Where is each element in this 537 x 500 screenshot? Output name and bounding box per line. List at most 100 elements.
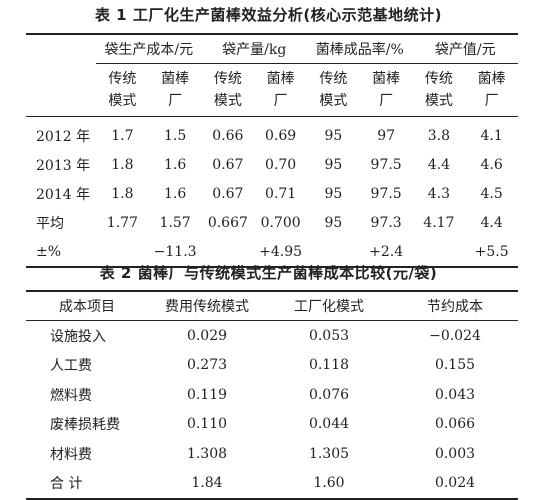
data-cell: 1.84 (191, 475, 223, 492)
data-cell: 0.71 (265, 185, 297, 202)
table-row: 2012 年 1.7 1.5 0.66 0.69 95 97 3.8 4.1 (26, 117, 518, 151)
sub-header-line: 模式 (213, 93, 242, 109)
table2-header-row: 成本项目 费用传统模式 工厂化模式 节约成本 (26, 291, 518, 321)
data-cell: 1.6 (163, 185, 187, 202)
data-cell: 0.024 (434, 475, 476, 492)
data-cell: 95 (324, 156, 343, 173)
table-row: 合 计 1.84 1.60 0.024 (26, 469, 518, 500)
data-cell: 0.70 (265, 156, 297, 173)
sub-header-line: 传统 (108, 71, 137, 87)
sub-header-line: 菌棒 (266, 71, 295, 87)
data-cell: 1.5 (163, 127, 187, 144)
cost-comparison-table: 成本项目 费用传统模式 工厂化模式 节约成本 设施投入 0.029 0.053 −0.… (26, 290, 518, 500)
row-label: 2012 年 (36, 128, 91, 145)
sub-header-line: 厂 (379, 93, 394, 109)
sub-header-line: 菌棒 (477, 71, 506, 87)
data-cell: 0.003 (434, 445, 476, 462)
sub-header-traditional: 传统 模式 (201, 63, 255, 117)
data-cell: 1.6 (163, 156, 187, 173)
data-cell: −0.024 (429, 327, 481, 344)
data-cell: 0.029 (186, 327, 228, 344)
sub-header-line: 传统 (213, 71, 242, 87)
header-factory: 工厂化模式 (266, 291, 392, 321)
data-cell: 0.700 (260, 214, 301, 231)
data-cell: 1.305 (308, 445, 350, 462)
header-cost-item: 成本项目 (26, 291, 148, 321)
data-cell: 97.5 (370, 185, 402, 202)
data-cell: +4.95 (259, 243, 303, 260)
data-cell: 1.8 (111, 156, 134, 173)
sub-header-factory: 菌棒厂 (148, 63, 202, 117)
table-row: 废棒损耗费 0.110 0.044 0.066 (26, 410, 518, 440)
data-cell: 0.67 (212, 185, 244, 202)
sub-corner-cell (26, 63, 96, 117)
data-cell: 0.66 (212, 127, 244, 144)
sub-header-factory: 菌棒厂 (254, 63, 307, 117)
data-cell: 4.17 (423, 214, 455, 231)
data-cell: 0.667 (207, 214, 248, 231)
data-cell: 0.110 (186, 416, 228, 433)
row-label: 2014 年 (36, 186, 91, 203)
group-header-cost: 袋生产成本/元 (96, 34, 202, 64)
data-cell: 0.053 (308, 327, 350, 344)
data-cell: 95 (324, 214, 343, 231)
sub-header-factory: 菌棒厂 (465, 63, 518, 117)
sub-header-traditional: 传统 模式 (412, 63, 466, 117)
table-row: 材料费 1.308 1.305 0.003 (26, 439, 518, 469)
table-row: 平均 1.77 1.57 0.667 0.700 95 97.3 4.17 4.4 (26, 208, 518, 237)
sub-header-line: 传统 (319, 71, 348, 87)
table2-caption: 表 2 菌棒厂与传统模式生产菌棒成本比较(元/袋) (99, 264, 438, 282)
table-row: 2013 年 1.8 1.6 0.67 0.70 95 97.5 4.4 4.6 (26, 150, 518, 179)
data-cell: 0.066 (434, 416, 476, 433)
data-cell: 0.273 (186, 357, 228, 374)
cost-item-label: 废棒损耗费 (50, 417, 120, 434)
data-cell: 1.308 (186, 445, 228, 462)
row-label: 2013 年 (36, 157, 91, 174)
sub-header-line: 模式 (319, 93, 348, 109)
data-cell: 1.77 (106, 214, 138, 231)
sub-header-line: 菌棒 (161, 71, 190, 87)
sub-header-line: 厂 (273, 93, 288, 109)
row-label: 平均 (36, 215, 64, 232)
data-cell: +5.5 (474, 243, 509, 260)
data-cell: 1.60 (313, 475, 345, 492)
cost-item-label: 燃料费 (50, 387, 92, 404)
data-cell: 0.155 (434, 357, 476, 374)
data-cell: 97.5 (370, 156, 402, 173)
table-row: ±% −11.3 +4.95 +2.4 +5.5 (26, 237, 518, 267)
sub-header-line: 厂 (168, 93, 183, 109)
table1-caption: 表 1 工厂化生产菌棒效益分析(核心示范基地统计) (94, 6, 443, 24)
cost-item-label: 设施投入 (50, 328, 106, 345)
sub-header-line: 模式 (108, 93, 137, 109)
data-cell: 0.69 (265, 127, 297, 144)
data-cell: 1.57 (159, 214, 191, 231)
data-cell: −11.3 (153, 243, 197, 260)
corner-cell (26, 34, 96, 64)
data-cell: 97 (377, 127, 396, 144)
sub-header-line: 传统 (424, 71, 453, 87)
data-cell: 4.6 (480, 156, 503, 173)
header-traditional: 费用传统模式 (148, 291, 266, 321)
data-cell: 3.8 (427, 127, 450, 144)
sub-header-line: 模式 (424, 93, 453, 109)
data-cell: +2.4 (369, 243, 404, 260)
data-cell: 0.119 (186, 386, 228, 403)
sub-header-traditional: 传统 模式 (307, 63, 360, 117)
data-cell: 4.4 (480, 214, 503, 231)
table-row: 2014 年 1.8 1.6 0.67 0.71 95 97.5 4.3 4.5 (26, 179, 518, 208)
row-label: ±% (36, 243, 62, 260)
data-cell: 4.5 (480, 185, 503, 202)
data-cell: 95 (324, 185, 343, 202)
table-row: 人工费 0.273 0.118 0.155 (26, 351, 518, 381)
data-cell: 0.043 (434, 386, 476, 403)
group-header-row: 袋生产成本/元 袋产量/kg 菌棒成品率/% 袋产值/元 (26, 34, 518, 64)
group-header-rate: 菌棒成品率/% (307, 34, 413, 64)
cost-item-label: 材料费 (50, 446, 92, 463)
table-row: 燃料费 0.119 0.076 0.043 (26, 380, 518, 410)
data-cell: 0.076 (308, 386, 350, 403)
sub-header-factory: 菌棒厂 (359, 63, 413, 117)
group-header-value: 袋产值/元 (412, 34, 518, 64)
data-cell: 4.1 (480, 127, 503, 144)
header-savings: 节约成本 (392, 291, 518, 321)
data-cell: 95 (324, 127, 343, 144)
